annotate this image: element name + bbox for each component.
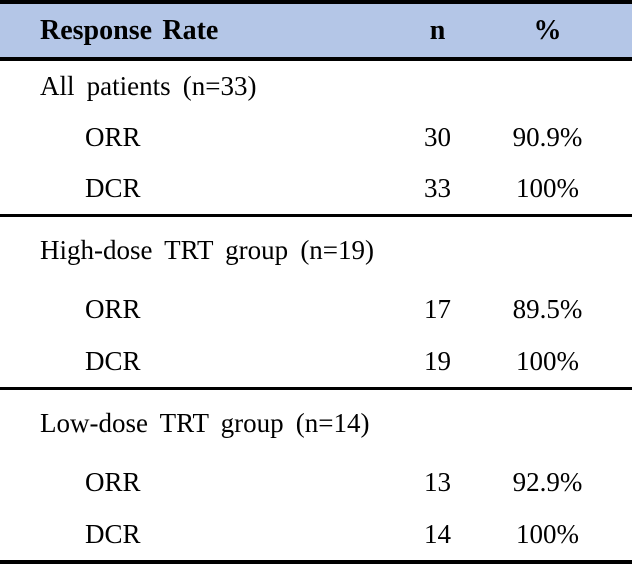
section-all-patients: All patients (n=33) ORR 30 90.9% DCR 33 … (0, 61, 632, 217)
table-row-dcr: DCR 33 100% (0, 163, 632, 214)
table-row-dcr: DCR 14 100% (0, 508, 632, 560)
n-value: 19 (424, 345, 451, 376)
table-row-dcr: DCR 19 100% (0, 335, 632, 387)
response-rate-table: Response Rate n % All patients (n=33) OR… (0, 0, 632, 564)
percent-value: 100% (516, 345, 579, 376)
n-value: 14 (424, 518, 451, 549)
group-label-row: High-dose TRT group (n=19) (0, 217, 632, 283)
percent-value: 89.5% (512, 293, 583, 324)
header-n: n (429, 14, 446, 46)
table-row-orr: ORR 13 92.9% (0, 456, 632, 508)
measure-label: DCR (85, 345, 141, 376)
group-label: Low-dose TRT group (n=14) (40, 407, 370, 438)
section-high-dose: High-dose TRT group (n=19) ORR 17 89.5% … (0, 217, 632, 390)
measure-label: ORR (85, 293, 141, 324)
section-low-dose: Low-dose TRT group (n=14) ORR 13 92.9% D… (0, 390, 632, 564)
measure-label: ORR (85, 466, 141, 497)
measure-label: DCR (85, 518, 141, 549)
n-value: 17 (424, 293, 451, 324)
header-percent: % (533, 14, 562, 46)
header-response-rate: Response Rate (40, 14, 219, 46)
percent-value: 92.9% (512, 466, 583, 497)
group-label: All patients (n=33) (40, 71, 257, 101)
group-label: High-dose TRT group (n=19) (40, 234, 375, 265)
n-value: 13 (424, 466, 451, 497)
measure-label: DCR (85, 173, 141, 203)
table-row-orr: ORR 17 89.5% (0, 283, 632, 335)
n-value: 30 (424, 122, 451, 152)
group-label-row: All patients (n=33) (0, 61, 632, 112)
table-header-row: Response Rate n % (0, 0, 632, 61)
measure-label: ORR (85, 122, 141, 152)
percent-value: 90.9% (512, 122, 583, 152)
group-label-row: Low-dose TRT group (n=14) (0, 390, 632, 456)
table-row-orr: ORR 30 90.9% (0, 112, 632, 163)
percent-value: 100% (516, 518, 579, 549)
n-value: 33 (424, 173, 451, 203)
percent-value: 100% (516, 173, 579, 203)
